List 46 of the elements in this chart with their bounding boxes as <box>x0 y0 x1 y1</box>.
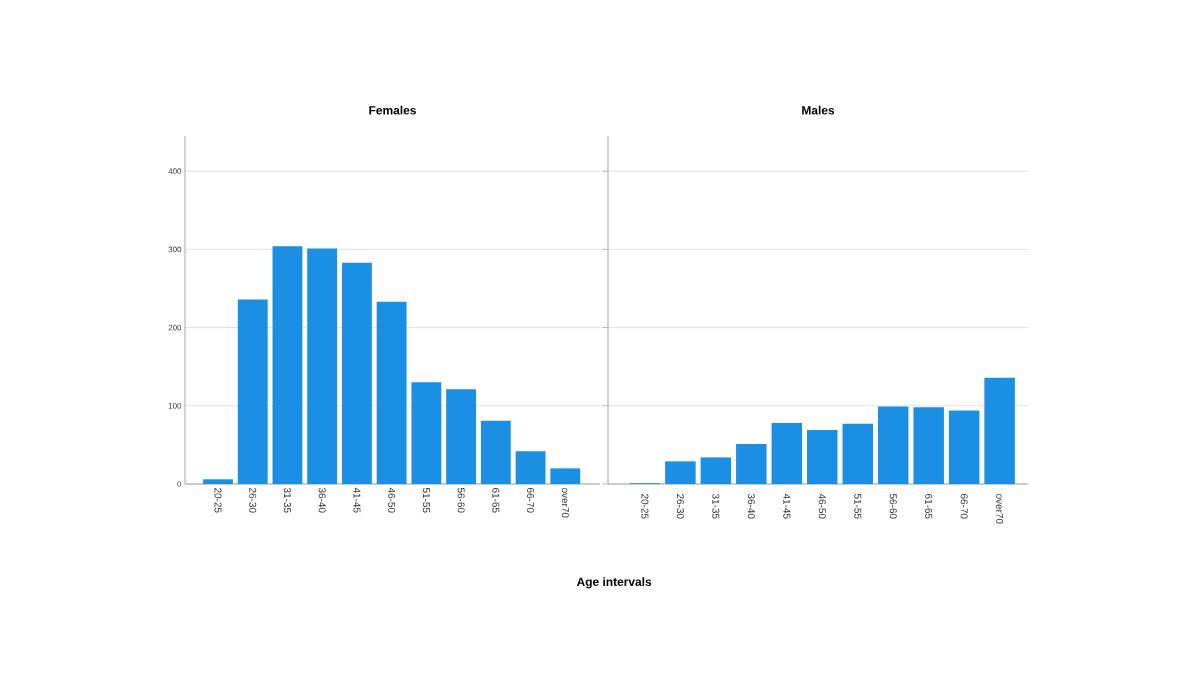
bar <box>550 468 581 484</box>
bar <box>807 430 838 484</box>
bar <box>411 382 442 484</box>
bar <box>307 248 338 484</box>
x-tick-label: 26-30 <box>676 494 684 519</box>
bar <box>736 444 767 484</box>
x-tick-label: 31-35 <box>712 493 720 519</box>
bar <box>341 262 372 484</box>
x-tick-label: 46-50 <box>388 487 396 513</box>
bar <box>984 377 1015 484</box>
x-axis-title: Age intervals <box>576 577 652 589</box>
x-tick-label: 51-55 <box>422 487 430 513</box>
x-tick-label: 20-25 <box>214 488 222 513</box>
bar <box>771 423 803 484</box>
bar <box>376 301 407 484</box>
chart-title: Females <box>369 105 416 115</box>
x-tick-label: over70 <box>561 487 569 518</box>
x-tick-label: 56-60 <box>889 493 897 519</box>
bar <box>480 420 511 484</box>
bar <box>515 451 546 484</box>
x-tick-label: over70 <box>996 493 1004 524</box>
x-tick-label: 61-65 <box>925 494 933 519</box>
x-tick-label: 56-60 <box>457 487 465 513</box>
x-tick-label: 41-45 <box>783 493 791 519</box>
x-tick-label: 26-30 <box>249 488 257 513</box>
x-tick-label: 46-50 <box>818 493 826 519</box>
x-tick-label: 51-55 <box>854 493 862 519</box>
bar <box>446 389 477 484</box>
bar <box>948 410 980 484</box>
x-tick-label: 31-35 <box>283 487 291 513</box>
bar <box>665 461 696 484</box>
bar <box>203 479 233 484</box>
x-tick-label: 20-25 <box>641 494 649 519</box>
bar <box>913 407 944 484</box>
x-tick-label: 66-70 <box>960 494 968 519</box>
bar <box>842 423 873 484</box>
bar <box>877 406 909 484</box>
x-tick-label: 66-70 <box>527 488 535 513</box>
x-tick-label: 41-45 <box>353 487 361 513</box>
bar <box>272 246 303 484</box>
x-tick-label: 36-40 <box>747 493 755 519</box>
bar <box>700 457 732 484</box>
bar <box>237 299 268 484</box>
x-tick-label: 36-40 <box>318 487 326 513</box>
x-tick-label: 61-65 <box>492 488 500 513</box>
chart-title: Males <box>802 105 835 115</box>
